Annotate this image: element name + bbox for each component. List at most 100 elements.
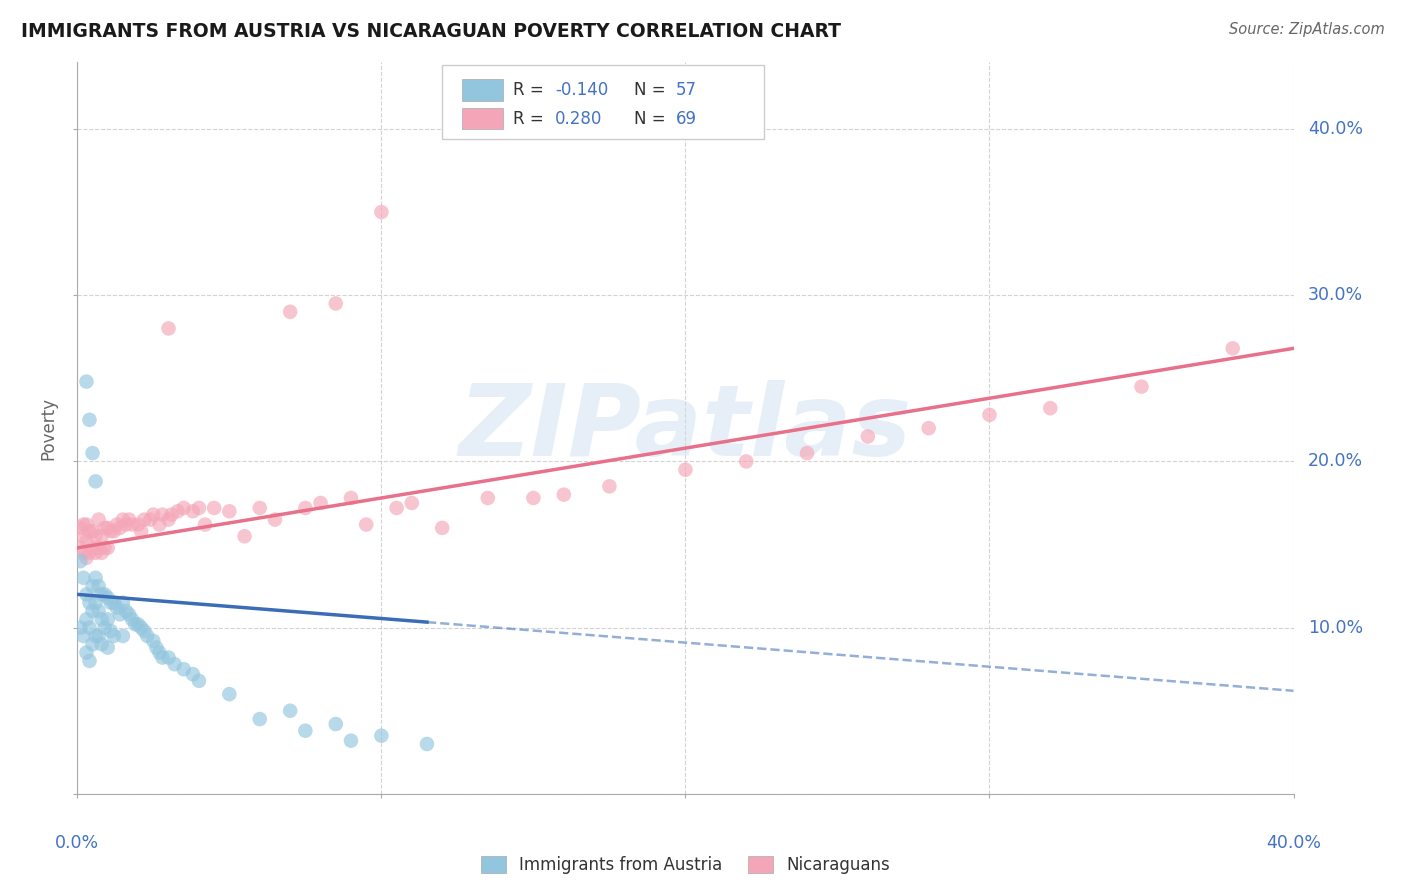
Point xyxy=(103,629,125,643)
Point xyxy=(294,723,316,738)
Point xyxy=(72,529,94,543)
Point xyxy=(69,621,91,635)
Legend: Immigrants from Austria, Nicaraguans: Immigrants from Austria, Nicaraguans xyxy=(474,849,897,880)
Point xyxy=(370,205,392,219)
Point xyxy=(145,640,167,655)
Point xyxy=(194,517,217,532)
Point xyxy=(82,579,104,593)
FancyBboxPatch shape xyxy=(461,108,503,129)
Point xyxy=(115,517,138,532)
Point xyxy=(598,479,620,493)
Point xyxy=(75,375,97,389)
Point xyxy=(93,541,115,555)
Text: N =: N = xyxy=(634,110,671,128)
Point xyxy=(100,524,122,539)
Point xyxy=(100,624,122,638)
Point xyxy=(103,524,125,539)
Point xyxy=(309,496,332,510)
Point xyxy=(522,491,544,505)
Point xyxy=(233,529,256,543)
Point xyxy=(142,634,165,648)
Point xyxy=(97,640,120,655)
Point xyxy=(93,621,115,635)
Point xyxy=(97,591,120,605)
Text: R =: R = xyxy=(513,110,554,128)
Point xyxy=(134,624,156,638)
Point xyxy=(97,612,120,626)
Point xyxy=(325,717,347,731)
Point xyxy=(340,733,363,747)
Point xyxy=(160,508,183,522)
Point xyxy=(173,662,195,676)
Point xyxy=(416,737,439,751)
Point xyxy=(79,524,101,539)
Point xyxy=(90,546,112,560)
Point xyxy=(79,546,101,560)
Text: 20.0%: 20.0% xyxy=(1308,452,1364,470)
Point xyxy=(87,629,110,643)
Text: N =: N = xyxy=(634,81,671,99)
FancyBboxPatch shape xyxy=(441,64,765,139)
Point xyxy=(111,629,134,643)
Point xyxy=(69,541,91,555)
Point xyxy=(181,504,204,518)
Point xyxy=(90,612,112,626)
Point xyxy=(430,521,453,535)
Point xyxy=(139,512,162,526)
Point xyxy=(75,534,97,549)
Point xyxy=(157,512,180,526)
Point xyxy=(100,596,122,610)
Text: 0.0%: 0.0% xyxy=(55,834,100,852)
Point xyxy=(72,546,94,560)
Point xyxy=(553,488,575,502)
Point xyxy=(735,454,758,468)
Point xyxy=(401,496,423,510)
Text: 40.0%: 40.0% xyxy=(1308,120,1362,138)
Point xyxy=(675,463,697,477)
Point xyxy=(90,529,112,543)
Text: 69: 69 xyxy=(676,110,697,128)
Text: R =: R = xyxy=(513,81,548,99)
Point xyxy=(163,657,186,672)
FancyBboxPatch shape xyxy=(461,79,503,101)
Point xyxy=(127,617,149,632)
Point xyxy=(105,600,128,615)
Text: 10.0%: 10.0% xyxy=(1308,619,1364,637)
Point xyxy=(105,517,128,532)
Point xyxy=(181,667,204,681)
Point xyxy=(93,521,115,535)
Point xyxy=(82,524,104,539)
Point xyxy=(121,612,143,626)
Point xyxy=(75,517,97,532)
Point xyxy=(108,607,131,622)
Point xyxy=(121,517,143,532)
Point xyxy=(249,500,271,515)
Text: -0.140: -0.140 xyxy=(555,81,609,99)
Point xyxy=(188,673,211,688)
Point xyxy=(166,504,188,518)
Point xyxy=(108,521,131,535)
Point xyxy=(111,596,134,610)
Point xyxy=(84,629,107,643)
Point xyxy=(90,587,112,601)
Point xyxy=(84,529,107,543)
Point xyxy=(249,712,271,726)
Text: 30.0%: 30.0% xyxy=(1308,286,1364,304)
Point xyxy=(79,413,101,427)
Point xyxy=(75,550,97,565)
Y-axis label: Poverty: Poverty xyxy=(39,397,58,459)
Point xyxy=(148,517,170,532)
Point xyxy=(294,500,316,515)
Point xyxy=(72,629,94,643)
Point xyxy=(157,321,180,335)
Point xyxy=(152,650,174,665)
Point xyxy=(75,646,97,660)
Point xyxy=(278,305,301,319)
Point xyxy=(136,629,159,643)
Point xyxy=(148,646,170,660)
Point xyxy=(218,504,240,518)
Point xyxy=(856,429,879,443)
Point xyxy=(134,512,156,526)
Point xyxy=(979,408,1001,422)
Point xyxy=(124,617,146,632)
